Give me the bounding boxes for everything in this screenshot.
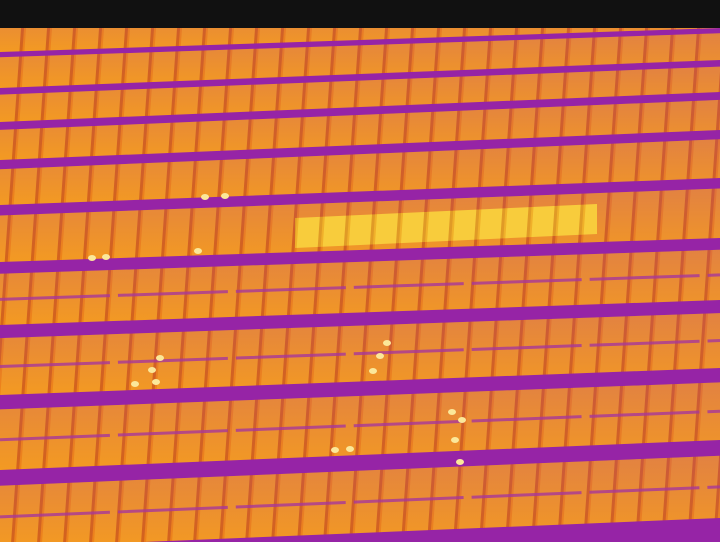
hot-spot [148,367,156,373]
hot-panels [295,204,597,248]
row-shade [0,455,720,542]
row-seam [0,485,720,519]
row-shade [0,99,720,160]
hot-spot [376,353,384,359]
hot-spot [369,368,377,374]
hot-spot [346,446,354,452]
hot-spot [131,381,139,387]
hot-spot [221,193,229,199]
row-shade [0,139,720,205]
top-bar [0,0,720,28]
hot-spot [448,409,456,415]
row-seam [0,273,720,301]
hot-spot [102,254,110,260]
hot-spot [331,447,339,453]
row-shade [0,66,720,122]
hot-spot [152,379,160,385]
hot-spot [383,340,391,346]
hot-spot [201,194,209,200]
hot-spots [88,193,466,465]
hot-spot [456,459,464,465]
hot-spot [88,255,96,261]
hot-spot [156,355,164,361]
row-seam [0,339,720,369]
hot-spot [458,417,466,423]
hot-spot [194,248,202,254]
hot-spot [451,437,459,443]
row-seam [0,409,720,442]
panel-rows [0,4,720,542]
row-shade [0,33,720,88]
